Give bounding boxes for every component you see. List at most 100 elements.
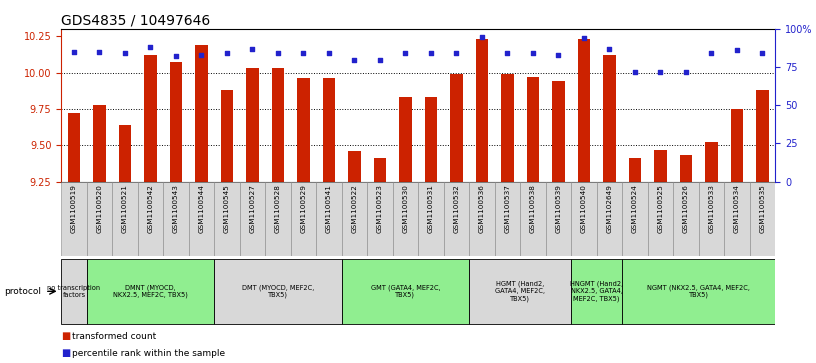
Bar <box>93 105 106 182</box>
Bar <box>603 55 616 182</box>
Text: GSM1100519: GSM1100519 <box>71 184 77 233</box>
Bar <box>450 74 463 182</box>
Text: GSM1100543: GSM1100543 <box>173 184 179 233</box>
Point <box>322 50 335 56</box>
Point <box>526 50 539 56</box>
Point <box>424 50 437 56</box>
Text: transformed count: transformed count <box>72 332 157 341</box>
Text: GSM1100542: GSM1100542 <box>148 184 153 233</box>
Point <box>399 50 412 56</box>
Bar <box>246 68 259 182</box>
Bar <box>469 182 494 256</box>
Bar <box>61 259 86 323</box>
Text: GDS4835 / 10497646: GDS4835 / 10497646 <box>61 14 211 28</box>
Text: ■: ■ <box>61 331 70 341</box>
Point <box>195 52 208 58</box>
Bar <box>520 182 546 256</box>
Bar <box>552 81 565 182</box>
Text: NGMT (NKX2.5, GATA4, MEF2C,
TBX5): NGMT (NKX2.5, GATA4, MEF2C, TBX5) <box>647 284 750 298</box>
Text: GSM1100533: GSM1100533 <box>708 184 715 233</box>
Bar <box>86 182 112 256</box>
Bar <box>494 182 520 256</box>
Point <box>654 69 667 75</box>
Bar <box>170 62 182 182</box>
Text: GSM1100530: GSM1100530 <box>402 184 409 233</box>
Text: GSM1100540: GSM1100540 <box>581 184 587 233</box>
Bar <box>705 142 718 182</box>
Bar <box>297 78 310 182</box>
Point <box>730 48 743 53</box>
Bar <box>322 78 335 182</box>
Bar <box>501 74 514 182</box>
Point <box>552 52 565 58</box>
Point <box>93 49 106 55</box>
Bar <box>188 182 214 256</box>
Point <box>144 44 157 50</box>
Point <box>272 50 285 56</box>
Bar <box>195 45 208 182</box>
Text: HGMT (Hand2,
GATA4, MEF2C,
TBX5): HGMT (Hand2, GATA4, MEF2C, TBX5) <box>495 281 545 302</box>
Bar <box>272 68 284 182</box>
Point <box>476 34 489 40</box>
Bar <box>750 182 775 256</box>
Bar <box>476 39 488 182</box>
Bar <box>571 182 596 256</box>
Bar <box>469 259 571 323</box>
Text: GSM1100520: GSM1100520 <box>96 184 103 233</box>
Point <box>374 57 387 62</box>
Bar <box>622 182 648 256</box>
Bar <box>290 182 316 256</box>
Bar <box>578 39 590 182</box>
Bar <box>673 182 698 256</box>
Bar <box>367 182 392 256</box>
Bar <box>214 182 240 256</box>
Bar <box>374 158 386 182</box>
Text: GSM1100534: GSM1100534 <box>734 184 740 233</box>
Point <box>246 46 259 52</box>
Bar <box>730 109 743 182</box>
Bar <box>526 77 539 182</box>
Text: protocol: protocol <box>4 287 41 296</box>
Bar <box>214 259 342 323</box>
Bar <box>112 182 138 256</box>
Text: GSM1100544: GSM1100544 <box>198 184 205 233</box>
Bar <box>61 182 86 256</box>
Bar <box>240 182 265 256</box>
Bar <box>118 125 131 182</box>
Bar <box>596 182 622 256</box>
Point <box>220 50 233 56</box>
Point <box>628 69 641 75</box>
Point <box>118 50 131 56</box>
Bar <box>648 182 673 256</box>
Point <box>68 49 81 55</box>
Text: percentile rank within the sample: percentile rank within the sample <box>72 349 225 358</box>
Bar <box>756 90 769 182</box>
Bar <box>399 97 412 182</box>
Text: GSM1100541: GSM1100541 <box>326 184 332 233</box>
Bar <box>68 113 80 182</box>
Point <box>680 69 693 75</box>
Bar <box>680 155 692 182</box>
Text: GSM1100522: GSM1100522 <box>352 184 357 233</box>
Bar <box>571 259 622 323</box>
Bar <box>265 182 290 256</box>
Bar <box>654 150 667 182</box>
Bar <box>144 55 157 182</box>
Point <box>348 57 361 62</box>
Text: GSM1100545: GSM1100545 <box>224 184 230 233</box>
Text: GSM1100537: GSM1100537 <box>504 184 511 233</box>
Text: HNGMT (Hand2,
NKX2.5, GATA4,
MEF2C, TBX5): HNGMT (Hand2, NKX2.5, GATA4, MEF2C, TBX5… <box>570 281 623 302</box>
Bar <box>316 182 342 256</box>
Text: GSM1100527: GSM1100527 <box>250 184 255 233</box>
Bar <box>628 158 641 182</box>
Bar <box>86 259 214 323</box>
Text: ■: ■ <box>61 348 70 358</box>
Bar <box>424 97 437 182</box>
Text: GSM1100528: GSM1100528 <box>275 184 281 233</box>
Bar <box>622 259 775 323</box>
Bar <box>698 182 724 256</box>
Point <box>756 50 769 56</box>
Text: DMT (MYOCD, MEF2C,
TBX5): DMT (MYOCD, MEF2C, TBX5) <box>242 284 314 298</box>
Bar <box>220 90 233 182</box>
Text: GSM1100536: GSM1100536 <box>479 184 485 233</box>
